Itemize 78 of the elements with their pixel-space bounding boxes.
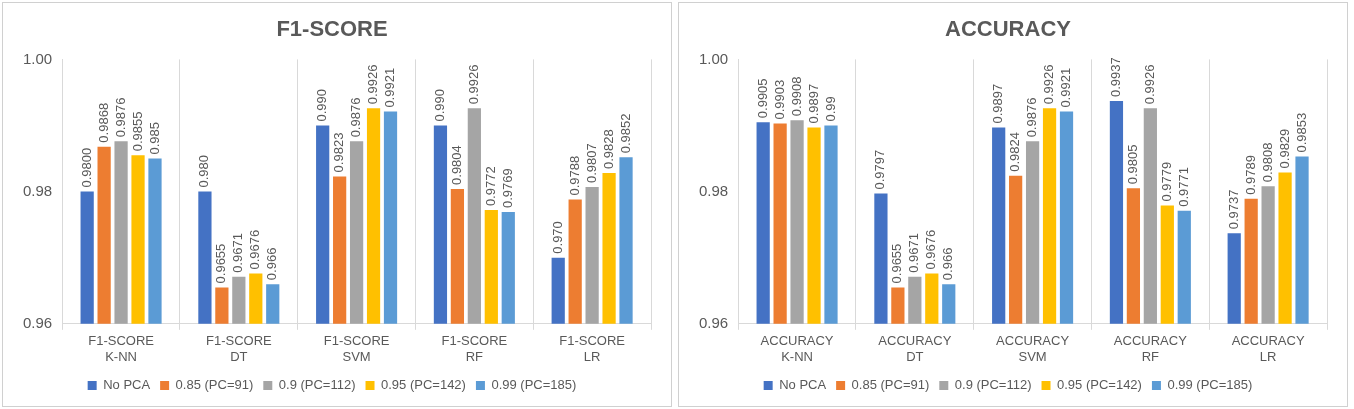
- data-label: 0.9797: [872, 149, 888, 190]
- data-label: 0.9789: [1242, 155, 1258, 195]
- chart-title: F1-SCORE: [276, 16, 388, 42]
- y-tick-label: 0.96: [22, 313, 53, 331]
- data-label: 0.9671: [906, 233, 922, 273]
- x-tick-label: ACCURACY K-NN: [760, 333, 834, 364]
- data-label: 0.9897: [805, 83, 821, 124]
- data-label: 0.9876: [112, 97, 128, 138]
- data-label: 0.9921: [1058, 67, 1074, 108]
- y-tick-label: 0.96: [698, 313, 729, 331]
- data-label: 0.980: [196, 155, 212, 188]
- data-label: 0.9926: [1141, 64, 1157, 105]
- y-tick-label: 0.98: [698, 181, 729, 199]
- x-tick-label: F1-SCORE RF: [441, 333, 508, 364]
- data-label: 0.9937: [1108, 57, 1124, 98]
- legend-label: 0.85 (PC=91): [851, 377, 930, 393]
- data-label: 0.9671: [230, 233, 246, 273]
- data-label: 0.9876: [348, 97, 364, 138]
- data-label: 0.9876: [1024, 97, 1040, 138]
- data-label: 0.9737: [1225, 189, 1241, 230]
- data-label: 0.9800: [78, 147, 94, 188]
- data-label: 0.9676: [247, 229, 263, 270]
- data-label: 0.9852: [617, 113, 633, 154]
- data-label: 0.9805: [1124, 144, 1140, 185]
- data-label: 0.9808: [1259, 142, 1275, 183]
- data-label: 0.9903: [771, 79, 787, 120]
- x-tick-label: F1-SCORE K-NN: [88, 333, 155, 364]
- data-label: 0.9921: [382, 67, 398, 108]
- data-label: 0.9829: [1276, 128, 1292, 169]
- data-label: 0.9926: [365, 64, 381, 105]
- data-label: 0.9926: [465, 64, 481, 105]
- data-label: 0.9824: [1007, 131, 1023, 172]
- data-label: 0.9897: [990, 83, 1006, 124]
- data-label: 0.9908: [788, 76, 804, 117]
- data-label: 0.966: [940, 247, 956, 281]
- legend-label: 0.85 (PC=91): [175, 377, 254, 393]
- x-tick-label: ACCURACY RF: [1113, 333, 1188, 364]
- data-label: 0.970: [549, 221, 565, 254]
- x-tick-label: ACCURACY DT: [878, 333, 952, 364]
- legend-label: No PCA: [103, 377, 151, 393]
- data-label: 0.9855: [129, 111, 145, 152]
- data-label: 0.9771: [1175, 167, 1191, 207]
- data-label: 0.990: [314, 88, 330, 122]
- data-label: 0.9769: [499, 168, 515, 209]
- y-tick-label: 0.98: [22, 181, 53, 199]
- legend-label: 0.95 (PC=142): [381, 377, 466, 393]
- data-label: 0.9788: [566, 155, 582, 196]
- legend-label: 0.99 (PC=185): [491, 377, 577, 393]
- legend-label: 0.9 (PC=112): [954, 377, 1032, 393]
- y-tick-label: 1.00: [22, 49, 53, 67]
- data-label: 0.99: [822, 96, 838, 122]
- x-tick-label: F1-SCORE LR: [559, 333, 626, 364]
- data-label: 0.9926: [1041, 64, 1057, 105]
- chart-title: ACCURACY: [945, 16, 1072, 42]
- x-tick-label: F1-SCORE DT: [205, 333, 273, 364]
- data-label: 0.990: [432, 88, 448, 122]
- data-label: 0.9772: [482, 166, 498, 207]
- data-label: 0.966: [264, 247, 280, 281]
- data-label: 0.9804: [448, 145, 464, 185]
- x-tick-label: F1-SCORE SVM: [323, 333, 390, 364]
- data-label: 0.9905: [754, 78, 770, 119]
- data-label: 0.9676: [923, 229, 939, 270]
- data-label: 0.9779: [1158, 161, 1174, 202]
- data-label: 0.9828: [600, 129, 616, 170]
- y-tick-label: 1.00: [698, 49, 729, 67]
- data-label: 0.9853: [1293, 112, 1309, 153]
- legend-label: 0.99 (PC=185): [1167, 377, 1253, 393]
- data-label: 0.9807: [583, 143, 599, 183]
- data-label: 0.9655: [213, 243, 229, 284]
- x-tick-label: ACCURACY SVM: [996, 333, 1070, 364]
- x-tick-label: ACCURACY LR: [1231, 333, 1305, 364]
- legend-label: 0.9 (PC=112): [278, 377, 356, 393]
- data-label: 0.9655: [889, 243, 905, 284]
- data-label: 0.9823: [331, 132, 347, 173]
- legend-label: 0.95 (PC=142): [1057, 377, 1142, 393]
- legend-label: No PCA: [779, 377, 827, 393]
- data-label: 0.985: [146, 122, 162, 155]
- data-label: 0.9868: [95, 102, 111, 143]
